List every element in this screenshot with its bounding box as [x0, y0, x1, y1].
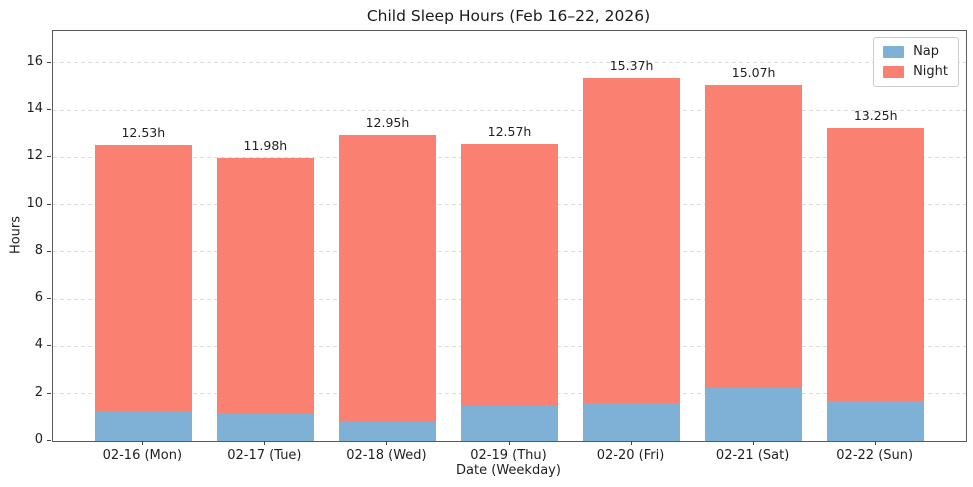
y-tick-mark-10: [47, 203, 51, 205]
bar-segment-nap-3: [338, 422, 437, 441]
y-tick-label-0: 0: [34, 432, 43, 447]
x-tick-label-6: 02-21 (Sat): [715, 448, 790, 463]
x-tick-label-3: 02-18 (Wed): [346, 448, 427, 463]
x-tick-mark-7: [874, 441, 876, 445]
bar-total-label-7: 13.25h: [853, 107, 898, 123]
bar-segment-nap-5: [582, 403, 681, 441]
x-tick-mark-6: [752, 441, 754, 445]
bar-segment-nap-7: [826, 400, 925, 441]
x-tick-mark-2: [264, 441, 266, 445]
bar-segment-nap-1: [94, 411, 193, 441]
bar-segment-night-3: [338, 135, 437, 423]
y-tick-label-16: 16: [26, 53, 43, 69]
x-tick-mark-4: [508, 441, 510, 445]
legend: Nap Night: [873, 37, 959, 87]
y-tick-label-6: 6: [34, 290, 43, 306]
bar-segment-night-6: [704, 84, 803, 388]
bar-segment-nap-4: [460, 405, 559, 441]
y-tick-mark-16: [47, 61, 51, 63]
chart-title: Child Sleep Hours (Feb 16–22, 2026): [366, 7, 651, 25]
plot-area: 12.53h 11.98h 12.95h 12.57h 15.37h 15.07h 13.2…: [52, 30, 967, 442]
bar-total-label-5: 15.37h: [609, 57, 654, 73]
bar-segment-nap-6: [704, 387, 803, 441]
x-tick-mark-1: [142, 441, 144, 445]
x-tick-mark-3: [386, 441, 388, 445]
y-tick-label-14: 14: [26, 101, 43, 117]
x-tick-label-4: 02-19 (Thu): [470, 448, 547, 463]
legend-item-night: Night: [883, 65, 948, 79]
bar-total-label-2: 11.98h: [243, 137, 288, 153]
x-tick-mark-5: [630, 441, 632, 445]
bar-total-label-3: 12.95h: [365, 114, 410, 130]
bar-segment-night-2: [216, 157, 315, 413]
y-tick-mark-2: [47, 392, 51, 394]
bar-total-label-4: 12.57h: [487, 123, 532, 139]
bar-segment-night-4: [460, 143, 559, 406]
gridline-y-16: [53, 62, 966, 64]
nap-swatch: [883, 46, 905, 58]
y-tick-mark-14: [47, 109, 51, 111]
x-tick-label-1: 02-16 (Mon): [102, 448, 183, 463]
bar-segment-night-1: [94, 144, 193, 412]
y-tick-mark-12: [47, 156, 51, 158]
bar-segment-night-7: [826, 127, 925, 401]
y-tick-mark-4: [47, 345, 51, 347]
bar-total-label-1: 12.53h: [121, 124, 166, 140]
y-tick-label-12: 12: [26, 148, 43, 164]
legend-label-nap: Nap: [913, 44, 940, 59]
x-tick-label-5: 02-20 (Fri): [596, 448, 665, 463]
bar-segment-nap-2: [216, 412, 315, 441]
x-tick-label-7: 02-22 (Sun): [836, 448, 914, 463]
y-tick-mark-8: [47, 250, 51, 252]
y-tick-label-10: 10: [26, 195, 43, 211]
y-tick-mark-0: [47, 440, 51, 441]
x-axis-label: Date (Weekday): [456, 463, 561, 478]
y-tick-mark-6: [47, 298, 51, 300]
bar-segment-night-5: [582, 77, 681, 404]
x-tick-label-2: 02-17 (Tue): [227, 448, 302, 463]
legend-item-nap: Nap: [883, 45, 948, 59]
legend-label-night: Night: [913, 64, 948, 79]
night-swatch: [883, 66, 905, 78]
y-tick-label-4: 4: [34, 337, 43, 353]
y-tick-label-8: 8: [34, 242, 43, 258]
y-tick-label-2: 2: [34, 384, 43, 400]
bar-total-label-6: 15.07h: [731, 64, 776, 80]
gridline-y-14: [53, 109, 966, 111]
